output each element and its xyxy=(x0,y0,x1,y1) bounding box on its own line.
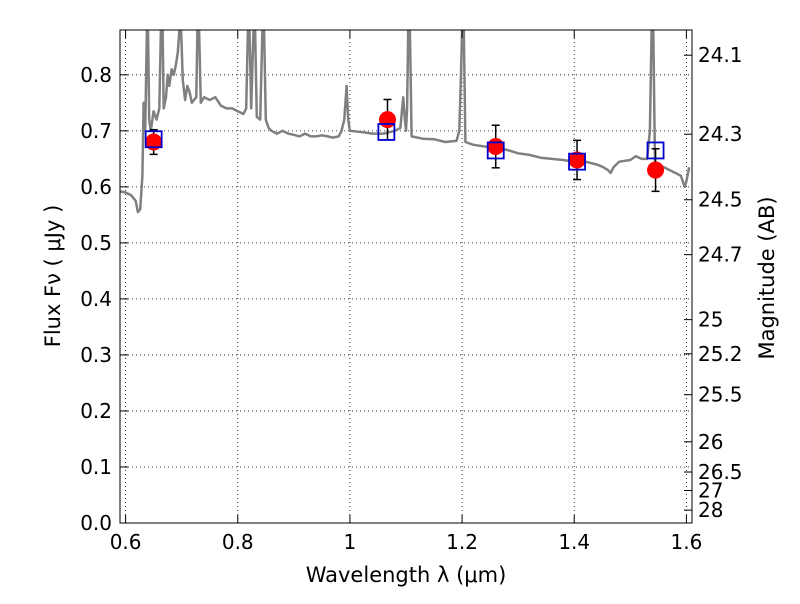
y-tick-label: 0.8 xyxy=(80,63,112,87)
plot-area xyxy=(120,30,691,214)
model-flux-square xyxy=(568,152,586,171)
magnitude-tick-label: 26.5 xyxy=(698,460,743,484)
x-tick-label: 1.6 xyxy=(670,530,702,554)
magnitude-tick-label: 28 xyxy=(698,498,723,522)
model-flux-square xyxy=(646,141,665,160)
magnitude-axis-label: Magnitude (AB) xyxy=(755,196,779,359)
y-tick-label: 0.2 xyxy=(80,399,112,423)
x-tick-label: 0.6 xyxy=(110,530,142,554)
y-tick-label: 0.1 xyxy=(80,455,112,479)
x-tick-label: 1 xyxy=(344,530,357,554)
magnitude-tick-label: 25 xyxy=(698,308,723,332)
magnitude-tick-label: 27 xyxy=(698,479,723,503)
y-tick-label: 0.3 xyxy=(80,343,112,367)
observed-flux-point xyxy=(378,111,396,129)
magnitude-tick-label: 24.1 xyxy=(698,43,743,67)
observed-flux-point xyxy=(487,138,505,156)
magnitude-tick-label: 24.7 xyxy=(698,243,743,267)
magnitude-tick-label: 25.2 xyxy=(698,342,743,366)
y-tick-label: 0.6 xyxy=(80,175,112,199)
x-axis-ticks: 0.6 0.8 1 1.2 1.4 1.6 xyxy=(110,30,702,554)
plot-frame xyxy=(119,29,693,524)
y-tick-label: 0.7 xyxy=(80,119,112,143)
model-flux-square xyxy=(486,141,505,160)
x-tick-label: 1.2 xyxy=(446,530,478,554)
y-tick-label: 0.5 xyxy=(80,231,112,255)
y-axis-label: Flux Fν ( μJy ) xyxy=(41,205,65,348)
model-flux-square xyxy=(377,123,396,141)
magnitude-tick-label: 24.5 xyxy=(698,188,743,212)
observed-flux-point xyxy=(647,161,665,179)
y-axis-ticks: 0.0 0.1 0.2 0.3 0.4 0.5 0.6 0.7 0.8 xyxy=(80,63,128,535)
x-tick-label: 1.4 xyxy=(558,530,590,554)
x-axis-label: Wavelength λ (μm) xyxy=(306,563,507,587)
magnitude-tick-label: 24.3 xyxy=(698,122,743,146)
magnitude-tick-label: 25.5 xyxy=(698,383,743,407)
x-tick-label: 0.8 xyxy=(222,530,254,554)
y-tick-label: 0.0 xyxy=(80,511,112,535)
magnitude-tick-label: 26 xyxy=(698,430,723,454)
model-flux-square xyxy=(144,130,163,149)
y-tick-label: 0.4 xyxy=(80,287,112,311)
model-spectrum-line xyxy=(120,30,691,214)
